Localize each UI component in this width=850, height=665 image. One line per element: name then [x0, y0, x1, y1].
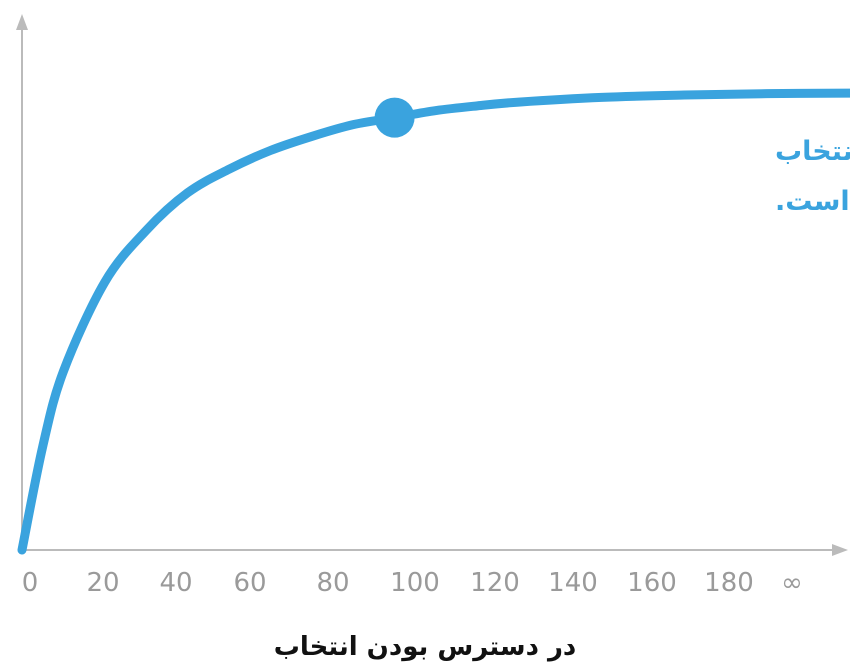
x-tick-label: 60	[233, 568, 266, 598]
x-tick-label: 80	[316, 568, 349, 598]
x-tick-label: ∞	[781, 568, 803, 598]
annotation-line-1: مصرف کننده امروزی از انتخاب	[775, 136, 850, 167]
x-tick-label: 140	[548, 568, 598, 598]
x-tick-label: 180	[704, 568, 754, 598]
x-axis-arrow	[832, 544, 848, 556]
x-tick-label: 20	[86, 568, 119, 598]
y-axis-arrow	[16, 14, 28, 30]
x-tick-label: 0	[22, 568, 39, 598]
x-tick-label: 40	[159, 568, 192, 598]
x-tick-label: 120	[470, 568, 520, 598]
series-line	[17, 88, 850, 555]
annotation-line-2: گسترده موسیقی رضایتمند است.	[775, 185, 850, 217]
x-tick-label: 100	[390, 568, 440, 598]
x-axis-label: در دسترس بودن انتخاب	[274, 632, 577, 662]
highlight-point	[374, 97, 415, 138]
x-tick-label: 160	[627, 568, 677, 598]
